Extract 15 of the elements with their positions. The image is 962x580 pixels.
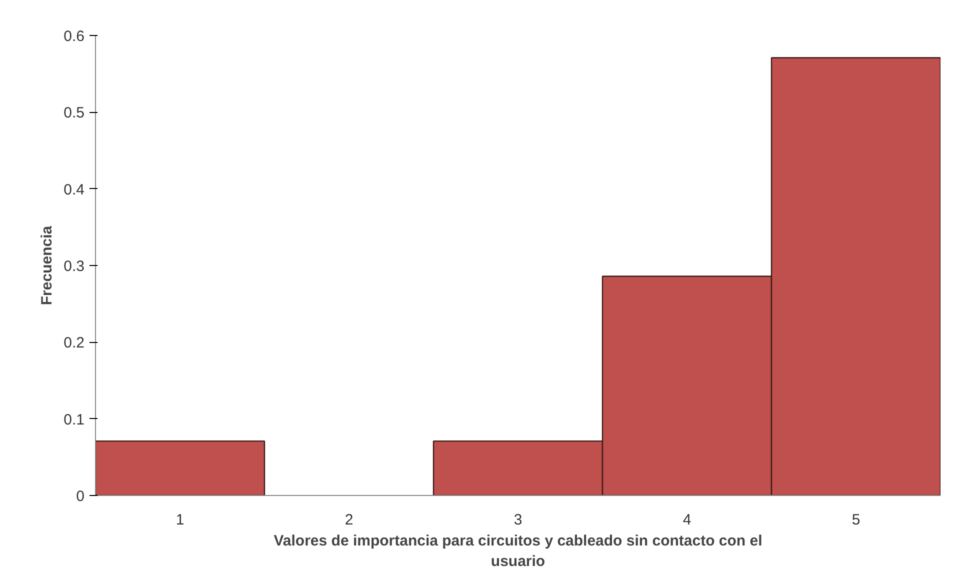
y-tick-label: 0.5 (64, 104, 85, 122)
bar (96, 440, 266, 496)
x-tick-label: 2 (344, 512, 354, 528)
y-tick-label: 0.2 (64, 334, 85, 352)
y-tick-label: 0 (76, 488, 84, 505)
x-tick-label: 3 (514, 512, 522, 528)
y-tick-label: 0.3 (64, 258, 85, 275)
y-tick-label: 0.1 (64, 411, 85, 428)
y-tick-label: 0.6 (64, 28, 85, 45)
x-tick-label: 1 (176, 512, 184, 528)
x-axis-title: Valores de importancia para circuitos y cableado sin contacto con el usuario (274, 532, 762, 570)
y-tick-label: 0.4 (64, 181, 85, 198)
y-axis-title: Frecuencia (38, 225, 56, 306)
x-tick-label: 4 (682, 512, 692, 528)
x-tick-label: 5 (852, 512, 860, 528)
